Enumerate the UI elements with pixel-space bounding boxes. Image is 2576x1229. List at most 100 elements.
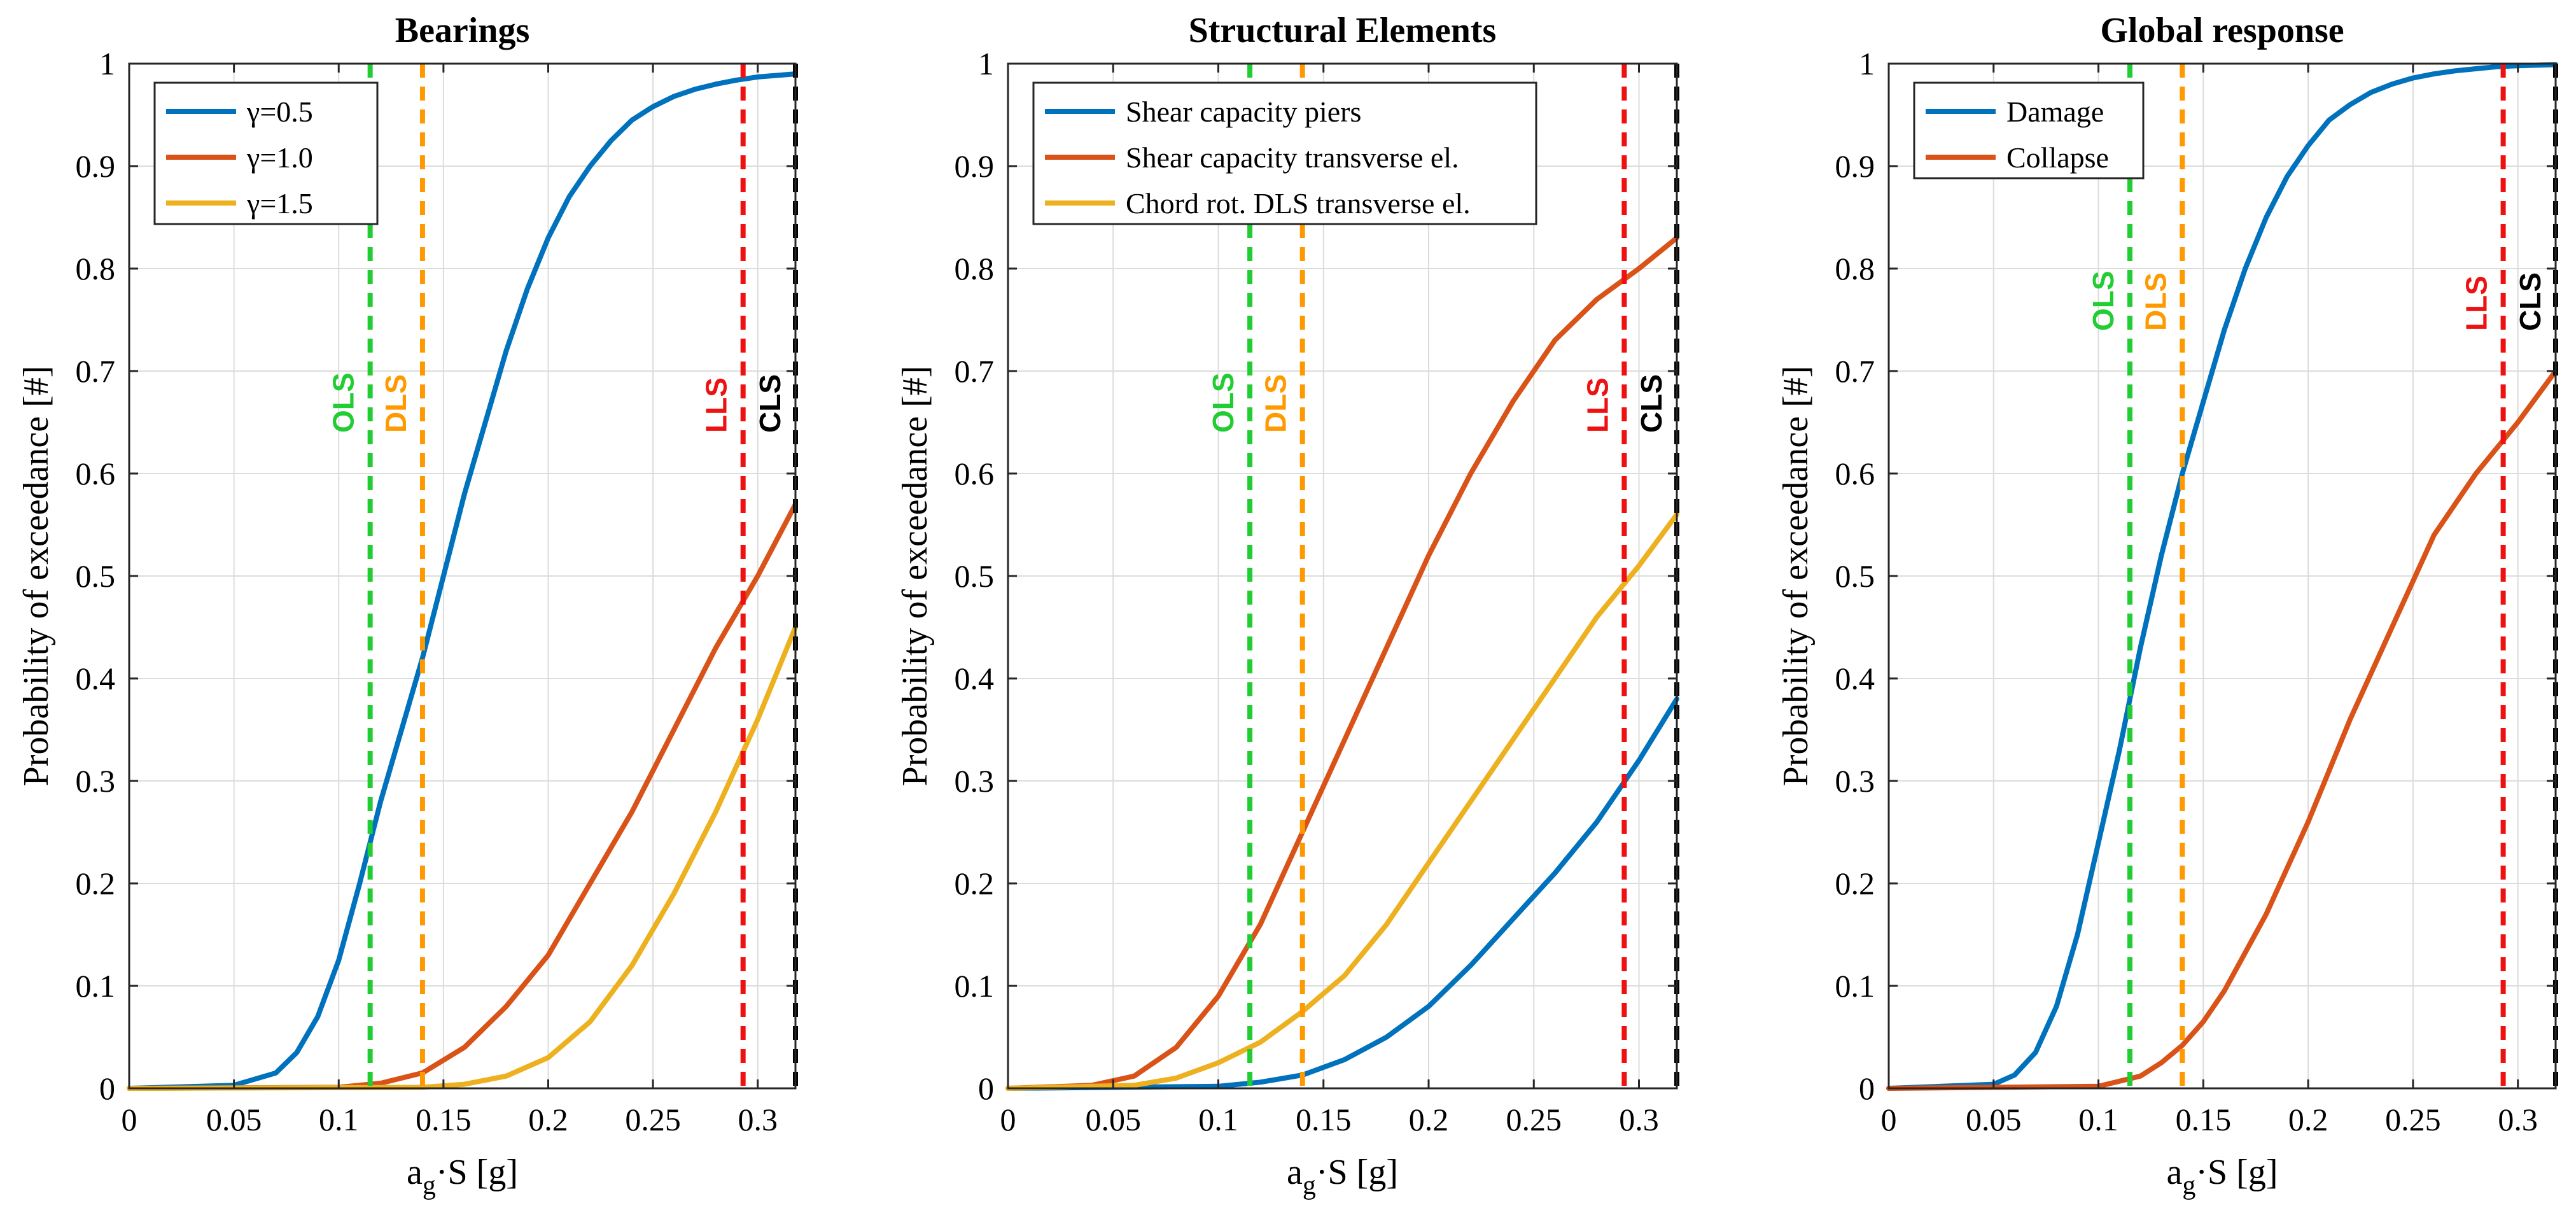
- chart-2-series-shear-capacity-piers: [1005, 696, 1679, 1091]
- chart-3-ytick-label-7: 0.7: [1835, 353, 1875, 389]
- chart-2-ytick-label-7: 0.7: [955, 353, 995, 389]
- chart-2-ylabel: Probability of exceedance [#]: [895, 366, 935, 787]
- chart-2-limit-label-ols: OLS: [1207, 372, 1240, 433]
- chart-3-legend-box: [1913, 81, 2145, 179]
- chart-2-ytick-label-2: 0.2: [955, 866, 995, 901]
- chart-3-ytick-label-10: 1: [1859, 46, 1875, 81]
- chart-3-ylabel: Probability of exceedance [#]: [1776, 366, 1816, 787]
- chart-1-ytick-label-5: 0.5: [76, 558, 116, 594]
- chart-2-xlabel: ag·S [g]: [1287, 1153, 1398, 1200]
- chart-2-ytick-label-9: 0.9: [955, 148, 995, 184]
- chart-3-series-damage: [1886, 62, 2558, 1091]
- chart-3-ytick-label-4: 0.4: [1835, 661, 1875, 696]
- chart-3-ytick-label-3: 0.3: [1835, 763, 1875, 799]
- chart-3-legend-label-collapse: Collapse: [2006, 141, 2109, 174]
- chart-2-series-chord-rot-dls-transverse-el: [1005, 512, 1679, 1091]
- chart-1-limit-label-ols: OLS: [327, 372, 360, 433]
- chart-2-ytick-label-3: 0.3: [955, 763, 995, 799]
- chart-1-xtick-label-5: 0.25: [625, 1102, 681, 1137]
- chart-1-limit-label-dls: DLS: [379, 374, 412, 433]
- chart-1-ytick-label-9: 0.9: [76, 148, 116, 184]
- chart-1-ytick-label-2: 0.2: [76, 866, 116, 901]
- chart-1-xtick-label-6: 0.3: [738, 1102, 778, 1137]
- chart-1-ytick-label-1: 0.1: [76, 968, 116, 1004]
- chart-3-xtick-label-1: 0.05: [1966, 1102, 2022, 1137]
- chart-1-xtick-label-2: 0.1: [319, 1102, 359, 1137]
- chart-1-ylabel: Probability of exceedance [#]: [17, 366, 56, 787]
- chart-3-xtick-label-3: 0.15: [2176, 1102, 2232, 1137]
- chart-2-ytick-label-1: 0.1: [955, 968, 995, 1004]
- chart-3-legend-label-damage: Damage: [2006, 95, 2104, 128]
- chart-2-legend-label-shear-capacity-transverse-el: Shear capacity transverse el.: [1126, 141, 1459, 174]
- chart-3: OLS DLS LLS CLS 0 0.05 0.1 0.15 0.2 0.25 0.3 0 0.1 0.…: [1776, 11, 2558, 1200]
- chart-3-ytick-label-5: 0.5: [1835, 558, 1875, 594]
- chart-1: OLS DLS LLS CLS 0 0.05 0.1 0.15 0.2 0.25 0.3 0 0.1 0.…: [17, 11, 798, 1200]
- chart-2-legend-box: [1032, 81, 1537, 225]
- chart-1-legend-label-1-5: γ=1.5: [246, 187, 313, 220]
- chart-3-ytick-label-6: 0.6: [1835, 456, 1875, 491]
- chart-3-xtick-label-4: 0.2: [2288, 1102, 2328, 1137]
- chart-3-ytick-label-1: 0.1: [1835, 968, 1875, 1004]
- chart-1-ytick-label-6: 0.6: [76, 456, 116, 491]
- chart-2-xtick-label-2: 0.1: [1198, 1102, 1238, 1137]
- chart-3-xtick-label-2: 0.1: [2078, 1102, 2118, 1137]
- chart-3-series-collapse: [1886, 369, 2558, 1091]
- chart-2-legend-label-chord-rot-dls-transverse-el: Chord rot. DLS transverse el.: [1126, 187, 1471, 220]
- chart-1-legend-label-0-5: γ=0.5: [246, 95, 313, 128]
- chart-3-limit-label-dls: DLS: [2139, 272, 2172, 331]
- chart-2-ytick-label-5: 0.5: [955, 558, 995, 594]
- chart-1-xtick-label-4: 0.2: [528, 1102, 568, 1137]
- chart-3-title: Global response: [2100, 11, 2344, 50]
- chart-3-ytick-label-2: 0.2: [1835, 866, 1875, 901]
- chart-3-xtick-label-0: 0: [1881, 1102, 1897, 1137]
- chart-3-legend: Damage Collapse: [1913, 81, 2145, 179]
- chart-2-ytick-label-6: 0.6: [955, 456, 995, 491]
- chart-3-limit-label-cls: CLS: [2514, 272, 2547, 331]
- chart-1-ytick-label-8: 0.8: [76, 251, 116, 286]
- chart-2-ytick-label-4: 0.4: [955, 661, 995, 696]
- chart-1-series-1-0: [127, 502, 798, 1091]
- chart-1-ytick-label-10: 1: [99, 46, 115, 81]
- chart-2-ytick-label-8: 0.8: [955, 251, 995, 286]
- chart-3-xlabel: ag·S [g]: [2167, 1153, 2278, 1200]
- chart-1-ytick-label-0: 0: [99, 1071, 115, 1106]
- chart-2-series-shear-capacity-transverse-el: [1005, 235, 1679, 1091]
- chart-2-xtick-label-6: 0.3: [1619, 1102, 1659, 1137]
- chart-3-ytick-label-8: 0.8: [1835, 251, 1875, 286]
- chart-1-limit-label-cls: CLS: [753, 374, 787, 433]
- chart-3-limit-label-ols: OLS: [2087, 270, 2120, 331]
- chart-2-limit-label-dls: DLS: [1259, 374, 1292, 433]
- chart-3-xtick-label-5: 0.25: [2385, 1102, 2441, 1137]
- chart-3-xtick-label-6: 0.3: [2498, 1102, 2538, 1137]
- chart-1-title: Bearings: [395, 11, 530, 50]
- chart-1-ytick-label-3: 0.3: [76, 763, 116, 799]
- chart-2-limit-label-lls: LLS: [1581, 377, 1614, 433]
- chart-2-xtick-label-5: 0.25: [1506, 1102, 1562, 1137]
- chart-2-legend-label-shear-capacity-piers: Shear capacity piers: [1126, 95, 1361, 128]
- chart-1-series-1-5: [127, 624, 798, 1091]
- chart-1-xtick-label-0: 0: [122, 1102, 137, 1137]
- chart-3-ytick-label-9: 0.9: [1835, 148, 1875, 184]
- chart-2-ytick-label-10: 1: [978, 46, 994, 81]
- chart-2-legend: Shear capacity piers Shear capacity trans…: [1032, 81, 1537, 225]
- chart-1-series-0-5: [127, 71, 798, 1091]
- chart-1-xtick-label-3: 0.15: [416, 1102, 472, 1137]
- chart-1-legend-label-1-0: γ=1.0: [246, 141, 313, 174]
- chart-3-limit-label-lls: LLS: [2460, 276, 2493, 331]
- chart-1-xtick-label-1: 0.05: [206, 1102, 262, 1137]
- chart-2-xtick-label-3: 0.15: [1296, 1102, 1352, 1137]
- chart-1-legend: γ=0.5 γ=1.0 γ=1.5: [153, 81, 379, 225]
- chart-1-limit-label-lls: LLS: [700, 377, 733, 433]
- chart-1-ytick-label-7: 0.7: [76, 353, 116, 389]
- chart-2-ytick-label-0: 0: [978, 1071, 994, 1106]
- chart-2-xtick-label-0: 0: [1000, 1102, 1016, 1137]
- chart-2-xtick-label-4: 0.2: [1409, 1102, 1449, 1137]
- chart-2-title: Structural Elements: [1189, 11, 1497, 50]
- chart-2-limit-label-cls: CLS: [1635, 374, 1668, 433]
- chart-2: OLS DLS LLS CLS 0 0.05 0.1 0.15 0.2 0.25 0.3 0 0.1 0.…: [895, 11, 1679, 1200]
- chart-1-ytick-label-4: 0.4: [76, 661, 116, 696]
- chart-2-xtick-label-1: 0.05: [1086, 1102, 1142, 1137]
- chart-3-ytick-label-0: 0: [1859, 1071, 1875, 1106]
- chart-1-xlabel: ag·S [g]: [407, 1153, 518, 1200]
